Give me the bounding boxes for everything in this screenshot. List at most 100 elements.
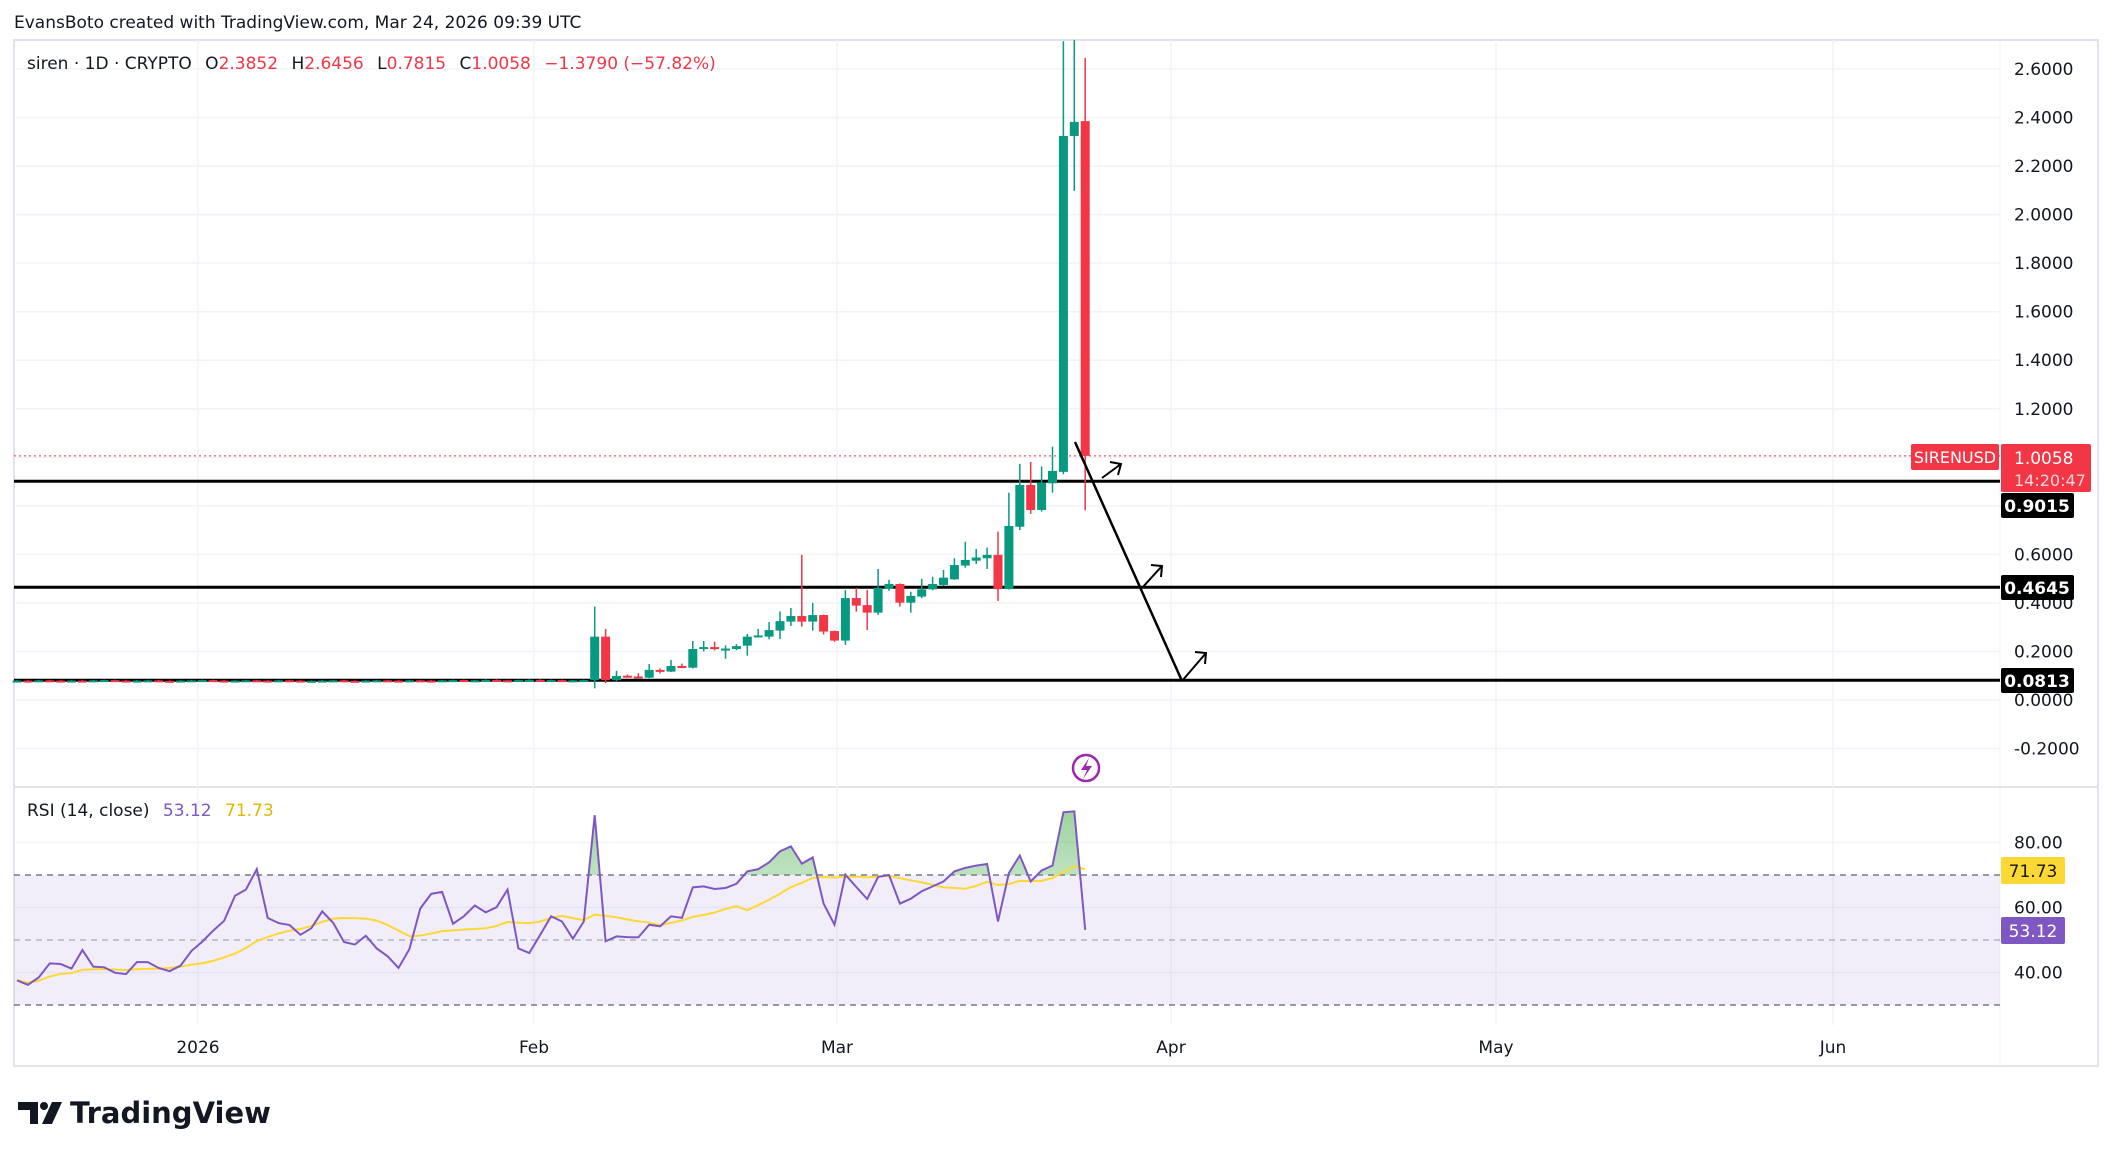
candle[interactable] xyxy=(285,679,294,683)
rsi-axis-ticks[interactable]: 80.00 60.00 40.00 xyxy=(2014,834,2063,984)
price-tick[interactable]: 0.2000 xyxy=(2014,642,2073,662)
candle[interactable] xyxy=(404,679,414,683)
candle[interactable] xyxy=(655,668,665,674)
candle[interactable] xyxy=(535,679,545,682)
candle[interactable] xyxy=(252,679,262,683)
candle[interactable] xyxy=(56,680,66,683)
candle[interactable] xyxy=(492,679,502,682)
candle[interactable] xyxy=(67,680,76,683)
candle[interactable] xyxy=(917,578,927,599)
candle[interactable] xyxy=(742,633,752,656)
candle[interactable] xyxy=(426,680,436,683)
candle[interactable] xyxy=(1080,57,1090,511)
candle[interactable] xyxy=(884,579,894,591)
candle[interactable] xyxy=(470,679,480,683)
time-label[interactable]: Feb xyxy=(519,1038,549,1058)
candle[interactable] xyxy=(546,679,556,683)
candle[interactable] xyxy=(1058,41,1068,475)
candle[interactable] xyxy=(415,679,425,683)
candle[interactable] xyxy=(1069,39,1079,191)
candle[interactable] xyxy=(121,680,131,683)
candles[interactable] xyxy=(12,39,1090,689)
candle[interactable] xyxy=(372,679,382,683)
lightning-icon[interactable] xyxy=(1071,753,1101,783)
candle[interactable] xyxy=(862,590,872,631)
candle[interactable] xyxy=(1004,492,1014,590)
rsi-tick[interactable]: 60.00 xyxy=(2014,899,2063,919)
price-tick[interactable]: -0.2000 xyxy=(2014,740,2080,760)
tradingview-logo[interactable]: TradingView xyxy=(18,1096,271,1130)
candle[interactable] xyxy=(633,673,643,679)
candle[interactable] xyxy=(481,679,491,682)
candle[interactable] xyxy=(317,680,327,683)
candle[interactable] xyxy=(939,569,948,586)
candle[interactable] xyxy=(982,547,992,569)
projection-drawing[interactable] xyxy=(1073,441,1208,682)
candle[interactable] xyxy=(1037,466,1047,512)
candle[interactable] xyxy=(688,641,698,669)
candle[interactable] xyxy=(383,679,393,683)
candle[interactable] xyxy=(830,630,839,642)
candle[interactable] xyxy=(644,664,654,679)
time-label[interactable]: Apr xyxy=(1156,1038,1185,1058)
price-tick[interactable]: 2.2000 xyxy=(2014,157,2073,177)
candle[interactable] xyxy=(786,608,796,626)
price-tick[interactable]: 1.8000 xyxy=(2014,254,2073,274)
candle[interactable] xyxy=(230,680,240,683)
candle[interactable] xyxy=(77,680,87,683)
candle[interactable] xyxy=(88,679,98,683)
candle[interactable] xyxy=(45,679,55,683)
candle[interactable] xyxy=(699,641,709,652)
candle[interactable] xyxy=(197,679,207,683)
candle[interactable] xyxy=(339,679,349,683)
rsi-tick[interactable]: 80.00 xyxy=(2014,834,2063,854)
symbol-label[interactable]: siren · 1D · CRYPTO xyxy=(27,54,192,74)
time-label[interactable]: 2026 xyxy=(176,1038,219,1058)
candle[interactable] xyxy=(306,680,316,683)
candle[interactable] xyxy=(394,680,403,683)
candle[interactable] xyxy=(143,679,153,683)
candle[interactable] xyxy=(1026,461,1036,514)
candle[interactable] xyxy=(176,680,185,683)
time-label[interactable]: May xyxy=(1478,1038,1513,1058)
candle[interactable] xyxy=(840,590,850,645)
candle[interactable] xyxy=(873,568,883,616)
rsi-title[interactable]: RSI (14, close) xyxy=(27,801,150,821)
price-tick[interactable]: 0.6000 xyxy=(2014,545,2073,565)
candle[interactable] xyxy=(753,628,763,638)
candle[interactable] xyxy=(731,644,741,651)
candle[interactable] xyxy=(524,679,534,682)
candle[interactable] xyxy=(710,641,720,651)
arrow-up-2[interactable] xyxy=(1141,564,1164,589)
candle[interactable] xyxy=(993,531,1003,601)
rsi-tick[interactable]: 40.00 xyxy=(2014,964,2063,984)
candle[interactable] xyxy=(928,576,938,591)
candle[interactable] xyxy=(971,549,981,565)
candle[interactable] xyxy=(361,680,371,683)
candle[interactable] xyxy=(448,679,458,683)
candle[interactable] xyxy=(808,602,818,631)
arrow-up-1[interactable] xyxy=(1101,461,1123,479)
candle[interactable] xyxy=(590,606,600,689)
candle[interactable] xyxy=(23,680,33,683)
candle[interactable] xyxy=(154,679,164,683)
candle[interactable] xyxy=(949,558,959,580)
candle[interactable] xyxy=(328,679,338,683)
candle[interactable] xyxy=(764,622,774,640)
candle[interactable] xyxy=(579,679,589,683)
candle[interactable] xyxy=(1048,446,1057,493)
price-tick[interactable]: 0.0000 xyxy=(2014,691,2073,711)
candle[interactable] xyxy=(110,679,120,683)
candle[interactable] xyxy=(721,645,730,659)
candle[interactable] xyxy=(274,679,284,683)
candle[interactable] xyxy=(295,680,305,683)
candle[interactable] xyxy=(895,583,905,607)
candle[interactable] xyxy=(557,679,567,683)
candle[interactable] xyxy=(906,591,916,613)
price-tick[interactable]: 2.0000 xyxy=(2014,206,2073,226)
candle[interactable] xyxy=(513,679,523,683)
candle[interactable] xyxy=(666,659,676,673)
candle[interactable] xyxy=(503,679,512,683)
price-tick[interactable]: 1.2000 xyxy=(2014,400,2073,420)
